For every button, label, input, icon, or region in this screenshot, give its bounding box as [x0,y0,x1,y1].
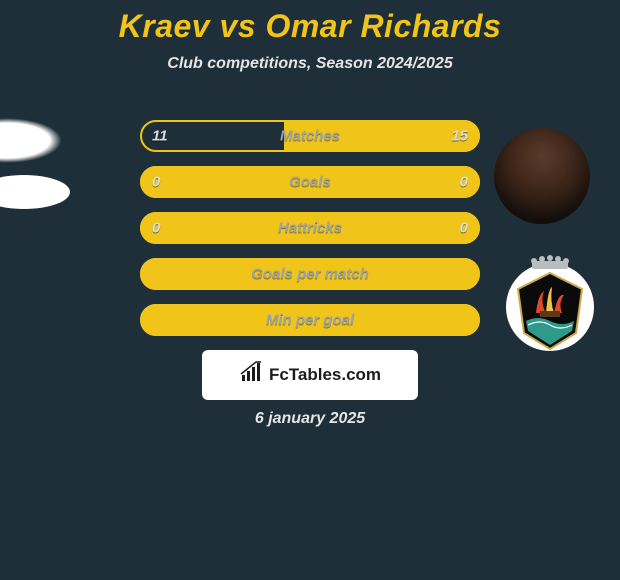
bar-fill [140,258,480,290]
watermark-text: FcTables.com [269,365,381,385]
bar-fill [140,212,480,244]
player-right-avatar [494,128,590,224]
player-left-club-logo [0,175,70,209]
stat-bars: Matches1115Goals00Hattricks00Goals per m… [140,120,480,350]
stat-row: Hattricks00 [140,212,480,244]
stat-row: Min per goal [140,304,480,336]
page-title: Kraev vs Omar Richards [0,0,620,45]
player-left-avatar [0,118,62,163]
stat-value-right: 0 [460,220,468,237]
stat-value-right: 0 [460,174,468,191]
stat-row: Matches1115 [140,120,480,152]
stat-row: Goals00 [140,166,480,198]
bar-fill [140,304,480,336]
player-right-club-logo [500,255,600,355]
comparison-card: Kraev vs Omar Richards Club competitions… [0,0,620,450]
stat-row: Goals per match [140,258,480,290]
stat-value-left: 11 [152,128,168,145]
stat-value-left: 0 [152,174,160,191]
bar-fill [140,166,480,198]
watermark: FcTables.com [202,350,418,400]
stat-value-right: 15 [451,128,468,145]
stat-value-left: 0 [152,220,160,237]
chart-icon [239,361,263,390]
date-label: 6 january 2025 [0,410,620,428]
subtitle: Club competitions, Season 2024/2025 [0,55,620,73]
